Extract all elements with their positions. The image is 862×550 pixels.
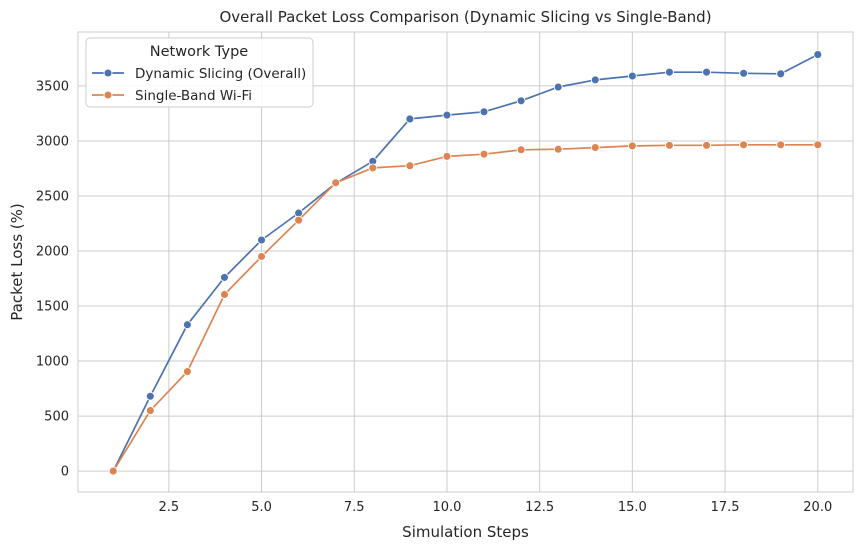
x-tick-label: 17.5	[711, 500, 740, 515]
data-point	[368, 163, 378, 173]
data-point	[553, 82, 563, 92]
x-tick-label: 10.0	[432, 500, 461, 515]
chart-title: Overall Packet Loss Comparison (Dynamic …	[219, 8, 711, 26]
x-tick-label: 20.0	[803, 500, 832, 515]
data-point	[145, 391, 155, 401]
legend-marker	[103, 90, 113, 100]
data-point	[664, 67, 674, 77]
y-axis-label: Packet Loss (%)	[8, 203, 26, 320]
data-point	[590, 143, 600, 153]
legend-box	[85, 37, 314, 108]
data-point	[331, 178, 341, 188]
data-point	[776, 140, 786, 150]
y-tick-label: 2500	[36, 189, 69, 204]
y-tick-label: 1500	[36, 300, 69, 315]
data-point	[182, 367, 192, 376]
data-point	[627, 141, 637, 151]
legend-label: Dynamic Slicing (Overall)	[135, 66, 306, 82]
y-tick-label: 3000	[36, 134, 69, 149]
data-point	[627, 71, 637, 81]
data-point	[257, 252, 267, 261]
data-point	[182, 320, 192, 330]
y-tick-label: 500	[44, 410, 69, 425]
data-point	[553, 144, 563, 154]
legend-label: Single-Band Wi-Fi	[135, 88, 252, 104]
data-point	[813, 140, 823, 150]
data-point	[405, 114, 415, 124]
legend-title: Network Type	[150, 44, 249, 60]
x-tick-label: 12.5	[525, 500, 554, 515]
plot-area	[77, 31, 854, 493]
data-point	[776, 69, 786, 79]
legend-marker	[103, 68, 113, 78]
data-point	[442, 110, 452, 120]
data-point	[590, 75, 600, 85]
series-line	[112, 53, 819, 472]
data-point	[739, 68, 749, 78]
y-tick-label: 0	[61, 465, 69, 480]
x-tick-label: 2.5	[159, 500, 180, 515]
data-point	[516, 145, 526, 155]
data-point	[220, 290, 229, 299]
series-layer	[108, 50, 823, 476]
x-tick-label: 15.0	[618, 500, 647, 515]
x-tick-label: 7.5	[344, 500, 365, 515]
x-axis-label: Simulation Steps	[402, 523, 529, 541]
data-point	[702, 140, 711, 150]
legend: Network Type Dynamic Slicing (Overall) Si…	[85, 37, 314, 108]
data-point	[442, 151, 452, 161]
y-axis-ticks: 0 500 1000 1500 2000 2500 3000 3500	[36, 79, 69, 479]
x-tick-label: 5.0	[251, 500, 272, 515]
data-point	[145, 406, 155, 416]
y-tick-label: 3500	[36, 79, 69, 94]
data-point	[257, 235, 267, 245]
y-tick-label: 2000	[36, 244, 69, 259]
data-point	[479, 149, 489, 159]
grid-lines	[78, 32, 853, 492]
data-point	[516, 96, 526, 106]
y-tick-label: 1000	[36, 355, 69, 370]
data-point	[739, 140, 749, 150]
data-point	[813, 50, 823, 60]
data-point	[702, 67, 711, 77]
data-point	[405, 161, 415, 171]
data-point	[108, 466, 118, 476]
data-point	[220, 272, 229, 282]
series-line	[112, 143, 818, 472]
data-point	[294, 215, 304, 225]
x-axis-ticks: 2.5 5.0 7.5 10.0 12.5 15.0 17.5 20.0	[159, 500, 833, 515]
data-point	[664, 140, 674, 150]
series-2	[108, 140, 823, 476]
data-point	[479, 107, 489, 117]
